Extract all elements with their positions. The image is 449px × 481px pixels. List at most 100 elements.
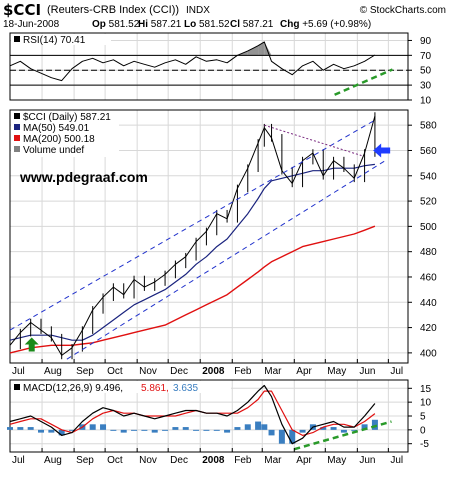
- rsi-overbought-fill: [264, 41, 272, 56]
- x-tick-label: Feb: [234, 366, 252, 377]
- channel-upper-trendline: [9, 119, 376, 331]
- quote-chg: Chg +5.69 (+0.98%): [280, 19, 371, 30]
- macd-histogram-bar: [151, 429, 158, 433]
- x-tick-label: Aug: [44, 455, 62, 466]
- macd-histogram-bar: [351, 429, 358, 431]
- macd-histogram-bar: [17, 427, 24, 430]
- plot-border: [9, 32, 409, 101]
- quote-op: Op 581.52: [92, 19, 140, 30]
- rsi-overbought-fill: [247, 45, 259, 56]
- macd-histogram-bar: [330, 427, 337, 430]
- x-tick-label: 2008: [202, 455, 225, 466]
- y-tick-label: 580: [420, 121, 437, 132]
- macd-histogram-bar: [289, 429, 296, 444]
- macd-histogram-bar: [268, 429, 275, 436]
- y-tick-label: 440: [420, 298, 437, 309]
- x-tick-label: Mar: [264, 455, 282, 466]
- rsi-support-trendline: [334, 68, 393, 96]
- price-panel: 400 420 440 460 480 500 520 540 560 580 $CCI (Dail…: [9, 109, 437, 364]
- x-tick-label: Jul: [12, 455, 25, 466]
- legend-entry: MA(200) 500.18: [23, 134, 95, 145]
- rsi-line: [9, 41, 376, 82]
- price-line: [9, 115, 376, 356]
- macd-histogram-bar: [371, 419, 378, 430]
- macd-histogram-bar: [100, 424, 107, 430]
- x-tick-label: Oct: [107, 455, 123, 466]
- stockcharts-brand: © StockCharts.com: [360, 5, 446, 16]
- y-tick-label: 420: [420, 323, 437, 334]
- x-tick-label: Sep: [76, 366, 94, 377]
- y-tick-label: 560: [420, 146, 437, 157]
- legend-swatch: [14, 135, 20, 141]
- plot-border: [9, 109, 409, 364]
- legend-swatch: [14, 36, 20, 42]
- macd-histogram-bar: [340, 429, 347, 433]
- legend-entry: Volume undef: [23, 145, 84, 156]
- x-tick-label: Dec: [170, 455, 188, 466]
- quote-label: Chg: [280, 19, 302, 30]
- y-tick-label: 70: [420, 51, 432, 62]
- legend-swatch: [14, 146, 20, 152]
- macd-histogram-bar: [38, 429, 45, 433]
- macd-histogram-bar: [203, 429, 210, 431]
- y-tick-label: 540: [420, 171, 437, 182]
- green-up-arrow-icon: [24, 337, 39, 352]
- quote-cl: Cl 587.21: [230, 19, 274, 30]
- legend-entry: MACD(12,26,9) 9.496,: [23, 383, 123, 394]
- y-tick-label: 15: [420, 384, 432, 395]
- x-tick-label: May: [327, 455, 346, 466]
- legend-entry: 3.635: [173, 383, 198, 394]
- x-tick-label: Apr: [296, 455, 312, 466]
- macd-histogram-bar: [182, 427, 189, 430]
- blue-left-arrow-icon: [373, 143, 391, 158]
- macd-panel: -5 0 5 10 15 MACD(12,26,9) 9.496, 5.861, 3.635: [7, 379, 432, 453]
- y-tick-label: 480: [420, 247, 437, 258]
- macd-histogram-bar: [278, 429, 285, 444]
- macd-histogram-bar: [320, 427, 327, 430]
- legend-bg: [11, 111, 119, 157]
- y-tick-label: 90: [420, 36, 432, 47]
- y-tick-label: 460: [420, 272, 437, 283]
- legend-swatch: [14, 113, 20, 119]
- x-tick-label: Feb: [234, 455, 252, 466]
- x-tick-label: Jun: [359, 366, 375, 377]
- macd-histogram-bar: [120, 429, 127, 433]
- x-tick-label: Jul: [12, 366, 25, 377]
- wedge-top-trendline: [264, 124, 362, 157]
- exchange-label: INDX: [186, 5, 210, 16]
- macd-histogram-bar: [224, 429, 231, 433]
- x-tick-label: Apr: [296, 366, 312, 377]
- quote-hi: Hi 587.21: [138, 19, 182, 30]
- quote-label: Op: [92, 19, 109, 30]
- watermark-text: www.pdegraaf.com: [19, 169, 148, 185]
- quote-label: Cl: [230, 19, 243, 30]
- x-tick-label: Oct: [107, 366, 123, 377]
- x-axis-bottom: Jul Aug Sep Oct Nov Dec 2008 Feb Mar Apr May Jun Jul: [9, 448, 403, 466]
- y-tick-label: 10: [420, 96, 432, 107]
- macd-histogram-bar: [255, 421, 262, 430]
- x-tick-label: 2008: [202, 366, 225, 377]
- plot-border: [9, 379, 409, 453]
- macd-histogram-bar: [58, 429, 65, 436]
- macd-histogram-bar: [234, 427, 241, 430]
- y-tick-label: 500: [420, 222, 437, 233]
- y-tick-label: 5: [420, 412, 426, 423]
- index-name: (Reuters-CRB Index (CCI)): [47, 4, 179, 16]
- legend-swatch: [14, 124, 20, 130]
- y-tick-label: 30: [420, 81, 432, 92]
- legend-entry: 5.861,: [141, 383, 169, 394]
- macd-histogram-bar: [110, 429, 117, 431]
- x-tick-label: Jun: [359, 455, 375, 466]
- macd-histogram-bar: [141, 429, 148, 431]
- y-tick-label: -5: [420, 439, 429, 450]
- y-tick-label: 10: [420, 398, 432, 409]
- macd-histogram-bar: [261, 424, 268, 430]
- macd-support-trendline: [293, 420, 392, 451]
- x-tick-label: May: [327, 366, 346, 377]
- macd-histogram-bar: [131, 429, 138, 431]
- macd-histogram-bar: [299, 429, 306, 433]
- x-tick-label: Nov: [139, 366, 157, 377]
- y-tick-label: 50: [420, 66, 432, 77]
- quote-value: 581.52: [199, 19, 230, 30]
